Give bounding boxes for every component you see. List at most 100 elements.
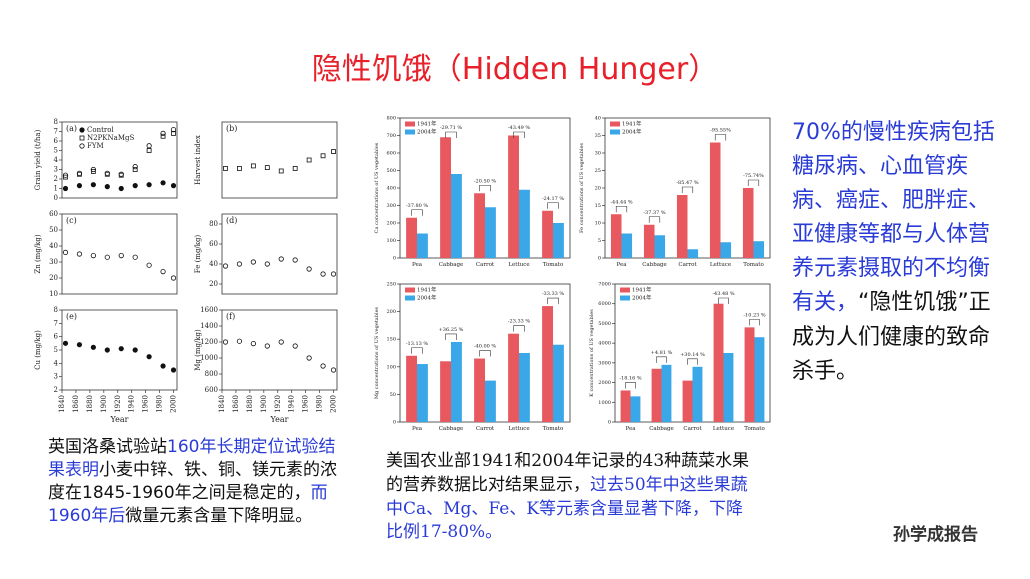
bar [508, 333, 519, 422]
y-tick-label: 30 [49, 258, 58, 266]
bracket [513, 131, 525, 138]
y-tick-label: 6 [54, 333, 59, 341]
y-tick-label: 800 [386, 116, 396, 122]
point [330, 367, 337, 373]
x-tick-label: 1920 [274, 395, 282, 413]
bar [485, 207, 496, 258]
point [264, 261, 270, 267]
change-label: +36.25 % [439, 327, 464, 333]
point [222, 263, 229, 269]
point [76, 170, 83, 176]
legend-swatch [405, 121, 415, 127]
point [306, 355, 312, 361]
bracket [687, 358, 698, 365]
point [146, 182, 152, 188]
x-tick-label: Pea [412, 262, 423, 268]
x-tick-label: 1880 [246, 395, 254, 413]
y-tick-label: 100 [386, 238, 396, 244]
y-tick-label: 5 [54, 346, 58, 354]
text-run: 英国洛桑试验站 [48, 437, 167, 457]
y-tick-label: 7 [54, 128, 58, 136]
x-tick-label: Cabbage [439, 262, 464, 268]
x-tick-label: 1840 [58, 395, 66, 413]
x-tick-label: 1980 [156, 395, 164, 413]
y-tick-label: 30 [595, 151, 601, 157]
x-tick-label: 1960 [302, 395, 310, 413]
change-label: -43.49 % [508, 125, 531, 131]
left-text: 英国洛桑试验站160年长期定位试验结果表明小麦中锌、铁、铜、镁元素的浓度在184… [48, 436, 348, 528]
x-tick-label: 2000 [330, 395, 338, 413]
point [170, 367, 177, 373]
bracket [714, 134, 727, 141]
x-axis-label: Year [110, 415, 129, 424]
point [250, 259, 256, 265]
x-tick-label: Cabbage [649, 426, 674, 432]
bracket [445, 333, 457, 340]
y-tick-label: 250 [386, 282, 396, 288]
middle-text: 美国农业部1941和2004年记录的43种蔬菜水果的营养数据比对结果显示，过去5… [386, 450, 756, 545]
bar [723, 353, 734, 422]
bar [542, 306, 553, 422]
point [90, 166, 96, 173]
point [63, 174, 68, 180]
bar [621, 233, 633, 258]
y-tick-label: 10 [595, 221, 601, 227]
bracket [411, 209, 423, 216]
bar [451, 341, 462, 422]
bar [754, 337, 765, 422]
y-tick-label: 20 [209, 280, 218, 288]
bar [713, 303, 724, 422]
x-tick-label: Cabbage [642, 262, 667, 268]
legend-label: 1941年 [417, 286, 437, 294]
point [236, 261, 243, 267]
x-axis-label: Year [270, 415, 289, 424]
panel-label: (a) [66, 124, 77, 133]
bracket [681, 186, 694, 193]
y-tick-label: 5 [54, 147, 58, 155]
y-axis-label: Cu (mg/kg) [34, 330, 42, 370]
y-axis-label: Mg (mg/kg) [194, 329, 202, 371]
slide-title: 隐性饥饿（Hidden Hunger） [311, 52, 719, 87]
point [90, 344, 96, 350]
change-label: -13.13 % [406, 341, 429, 347]
bar [643, 224, 655, 258]
legend-swatch [610, 121, 620, 127]
text-run: 美国农业部1941和2004年记录的43种蔬菜水果的营养数据比对结果显示， [386, 451, 750, 495]
bar [406, 217, 417, 258]
plot-frame [61, 213, 178, 295]
x-tick-label: Cabbage [439, 426, 464, 432]
y-tick-label: 50 [49, 226, 58, 234]
point [90, 182, 96, 188]
point [62, 249, 69, 255]
point [170, 183, 177, 189]
panel-label: (f) [226, 312, 235, 321]
y-tick-label: 60 [49, 210, 58, 218]
point [132, 347, 138, 353]
text-run: 70%的慢性疾病包括糖尿病、心血管疾病、癌症、肥胖症、亚健康等都与人体营养元素摄… [792, 120, 995, 316]
x-tick-label: Tomato [543, 426, 564, 432]
bracket [747, 179, 760, 186]
y-tick-label: 7 [54, 319, 58, 327]
y-tick-label: 35 [595, 133, 601, 139]
y-tick-label: 1000 [200, 354, 218, 362]
y-tick-label: 0 [393, 256, 396, 262]
y-tick-label: 0 [608, 420, 611, 426]
point [223, 166, 228, 171]
footer: 孙学成报告 [893, 525, 978, 545]
y-tick-label: 80 [209, 220, 218, 228]
bracket [648, 216, 661, 223]
point [250, 163, 256, 169]
bracket [411, 347, 423, 354]
x-tick-label: 1880 [86, 395, 94, 413]
x-tick-label: 1980 [316, 395, 324, 413]
right-text: 70%的慢性疾病包括糖尿病、心血管疾病、癌症、肥胖症、亚健康等都与人体营养元素摄… [792, 116, 1010, 389]
legend-label: Control [87, 126, 114, 134]
y-tick-label: 1600 [200, 306, 218, 314]
text-run: “隐性饥饿”正成为人们健康的致命杀手。 [792, 290, 991, 384]
y-tick-label: 5000 [598, 321, 611, 327]
bar [406, 355, 417, 422]
y-tick-label: 8 [54, 118, 58, 126]
bracket [656, 356, 667, 363]
y-tick-label: 40 [595, 116, 601, 122]
point [237, 166, 242, 171]
